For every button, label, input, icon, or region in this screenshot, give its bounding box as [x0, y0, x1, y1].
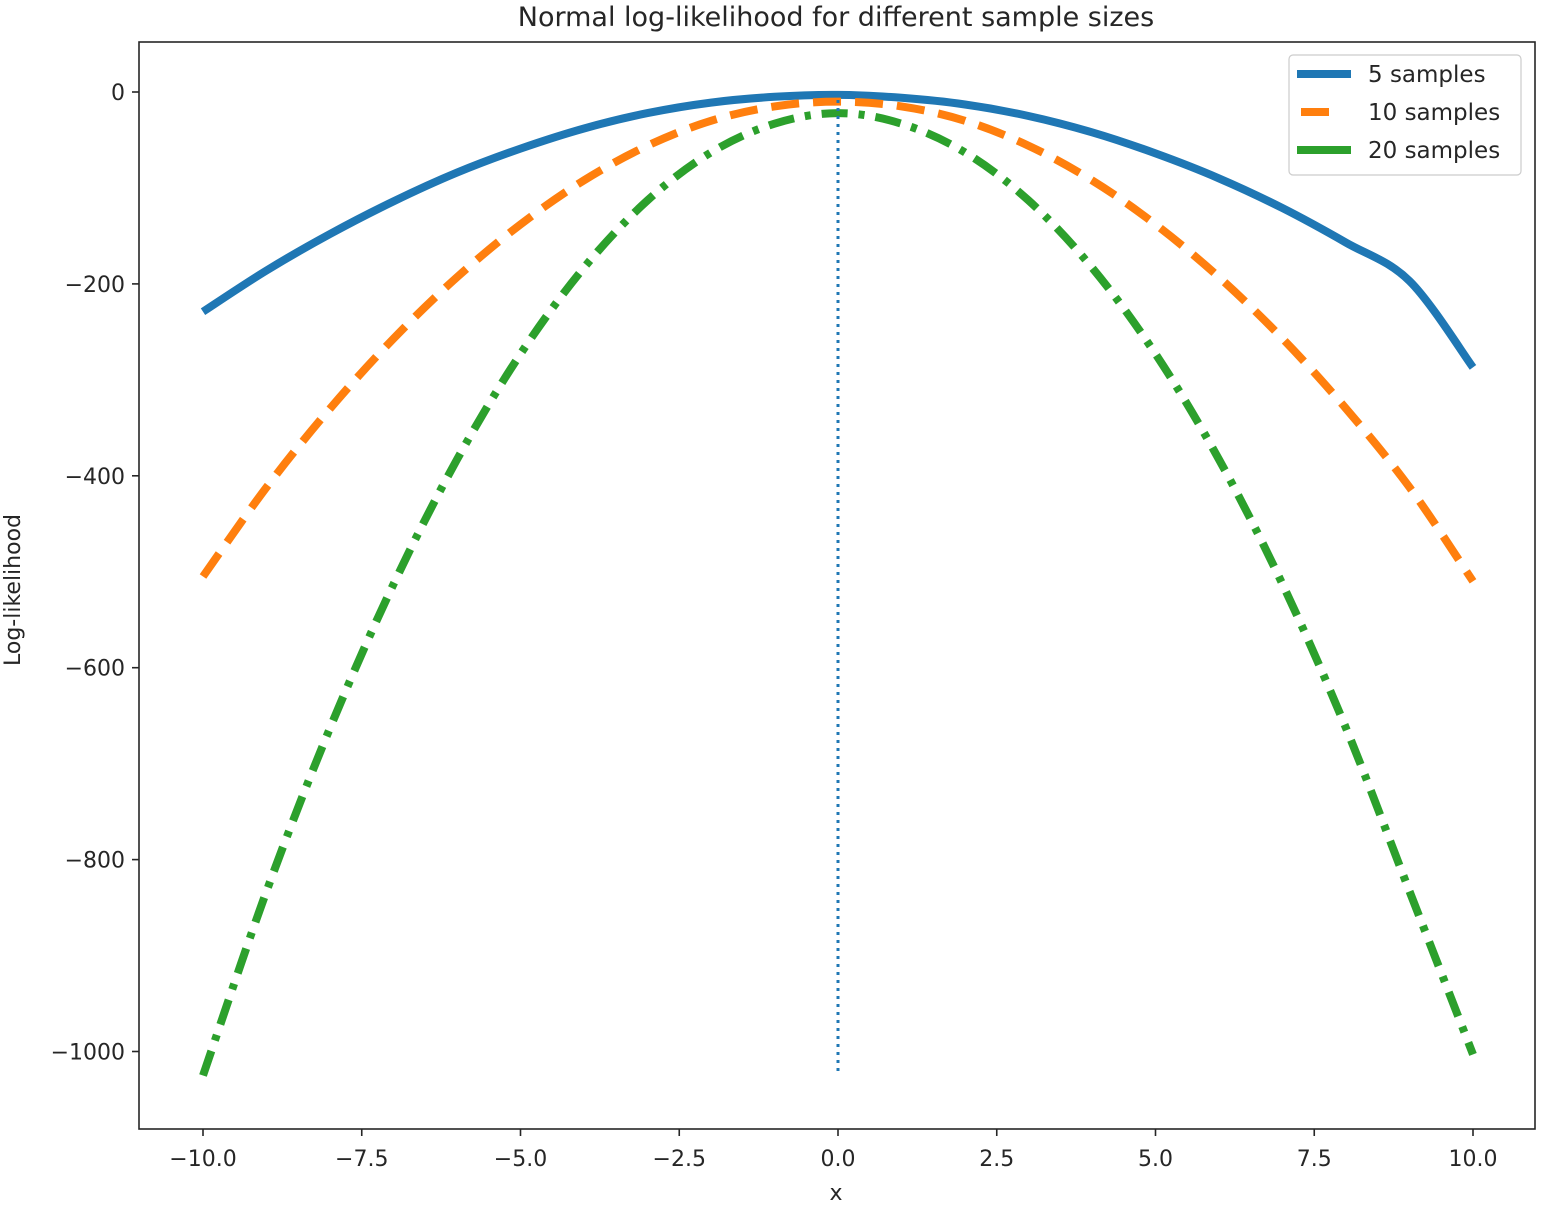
y-tick-label: 0: [111, 81, 125, 106]
y-tick-label: −200: [65, 273, 125, 298]
x-tick-label: −2.5: [653, 1147, 706, 1172]
y-tick-label: −1000: [51, 1041, 125, 1066]
legend-label-3: 20 samples: [1368, 138, 1500, 164]
x-tick-label: −10.0: [169, 1147, 236, 1172]
y-tick-label: −400: [65, 465, 125, 490]
x-tick-label: −7.5: [335, 1147, 388, 1172]
x-tick-label: 0.0: [821, 1147, 856, 1172]
plot-frame: [138, 41, 1536, 1130]
x-tick-label: −5.0: [494, 1147, 547, 1172]
chart-title: Normal log-likelihood for different samp…: [518, 2, 1154, 33]
y-tick-label: −800: [65, 849, 125, 874]
x-axis-ticks: −10.0 −7.5 −5.0 −2.5 0.0 2.5 5.0 7.5 10.0: [169, 1129, 1497, 1172]
x-tick-label: 2.5: [979, 1147, 1014, 1172]
x-tick-label: 5.0: [1138, 1147, 1173, 1172]
legend: 5 samples 10 samples 20 samples: [1288, 54, 1522, 176]
legend-label-2: 10 samples: [1368, 100, 1500, 126]
x-tick-label: 10.0: [1449, 1147, 1498, 1172]
x-axis-label: x: [829, 1181, 842, 1206]
y-axis-ticks: 0 −200 −400 −600 −800 −1000: [51, 81, 139, 1066]
plot-area: [139, 42, 1535, 1129]
legend-label-1: 5 samples: [1368, 62, 1486, 88]
y-tick-label: −600: [65, 657, 125, 682]
series-line-3: [199, 109, 1477, 1077]
y-axis-label: Log-likelihood: [1, 514, 26, 666]
x-tick-label: 7.5: [1297, 1147, 1332, 1172]
legend-box: [1288, 54, 1522, 176]
